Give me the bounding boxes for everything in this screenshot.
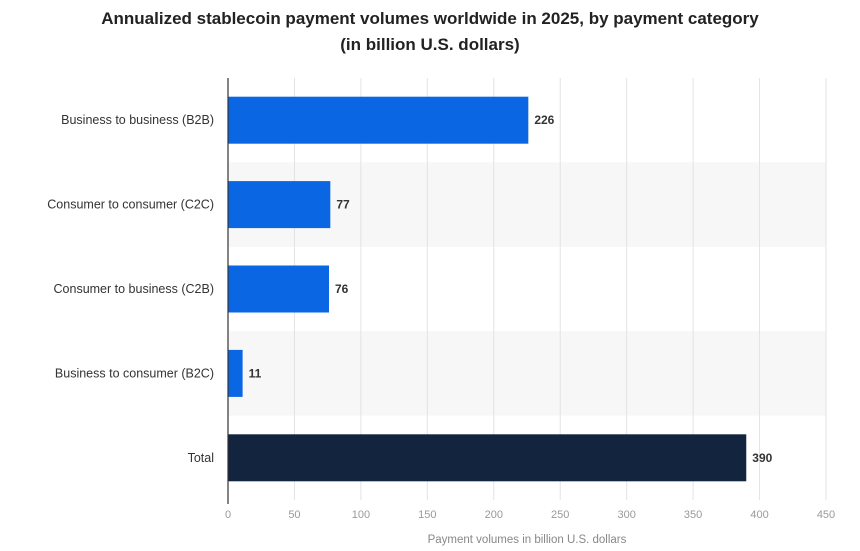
- value-label-total: 390: [752, 451, 772, 465]
- category-label-consumer-to-consumer-c2c: Consumer to consumer (C2C): [47, 198, 214, 212]
- x-tick-label: 150: [418, 509, 436, 521]
- bar-business-to-business-b2b: [228, 96, 529, 144]
- grid-lines: [293, 78, 827, 500]
- chart-title-line-2: (in billion U.S. dollars): [340, 35, 520, 54]
- category-label-business-to-consumer-b2c: Business to consumer (B2C): [55, 366, 214, 380]
- x-tick-label: 300: [617, 509, 635, 521]
- x-axis-title: Payment volumes in billion U.S. dollars: [428, 534, 627, 546]
- x-tick-label: 200: [485, 509, 503, 521]
- category-label-total: Total: [188, 451, 214, 465]
- bars: [228, 96, 747, 482]
- value-labels: 226 77 76 11 390: [249, 113, 773, 465]
- bar-consumer-to-business-c2b: [228, 265, 329, 313]
- bar-consumer-to-consumer-c2c: [228, 181, 331, 229]
- value-label-consumer-to-business-c2b: 76: [335, 282, 349, 296]
- x-tick-label: 350: [684, 509, 702, 521]
- category-label-consumer-to-business-c2b: Consumer to business (C2B): [54, 282, 214, 296]
- x-tick-label: 50: [288, 509, 300, 521]
- x-tick-label: 400: [750, 509, 768, 521]
- bar-business-to-consumer-b2c: [228, 349, 243, 397]
- category-label-business-to-business-b2b: Business to business (B2B): [61, 113, 214, 127]
- x-tick-label: 450: [817, 509, 835, 521]
- value-label-consumer-to-consumer-c2c: 77: [336, 198, 350, 212]
- x-tick-labels: 0 50 100 150 200 250 300 350 400 450: [225, 509, 835, 521]
- chart-title: Annualized stablecoin payment volumes wo…: [0, 6, 860, 58]
- x-tick-label: 250: [551, 509, 569, 521]
- value-label-business-to-business-b2b: 226: [534, 113, 554, 127]
- x-tick-label: 0: [225, 509, 231, 521]
- bar-total: [228, 434, 747, 482]
- row-band: [228, 331, 826, 416]
- chart-title-line-1: Annualized stablecoin payment volumes wo…: [101, 9, 759, 28]
- x-tick-label: 100: [352, 509, 370, 521]
- value-label-business-to-consumer-b2c: 11: [249, 366, 262, 380]
- category-labels: Business to business (B2B) Consumer to co…: [47, 113, 214, 465]
